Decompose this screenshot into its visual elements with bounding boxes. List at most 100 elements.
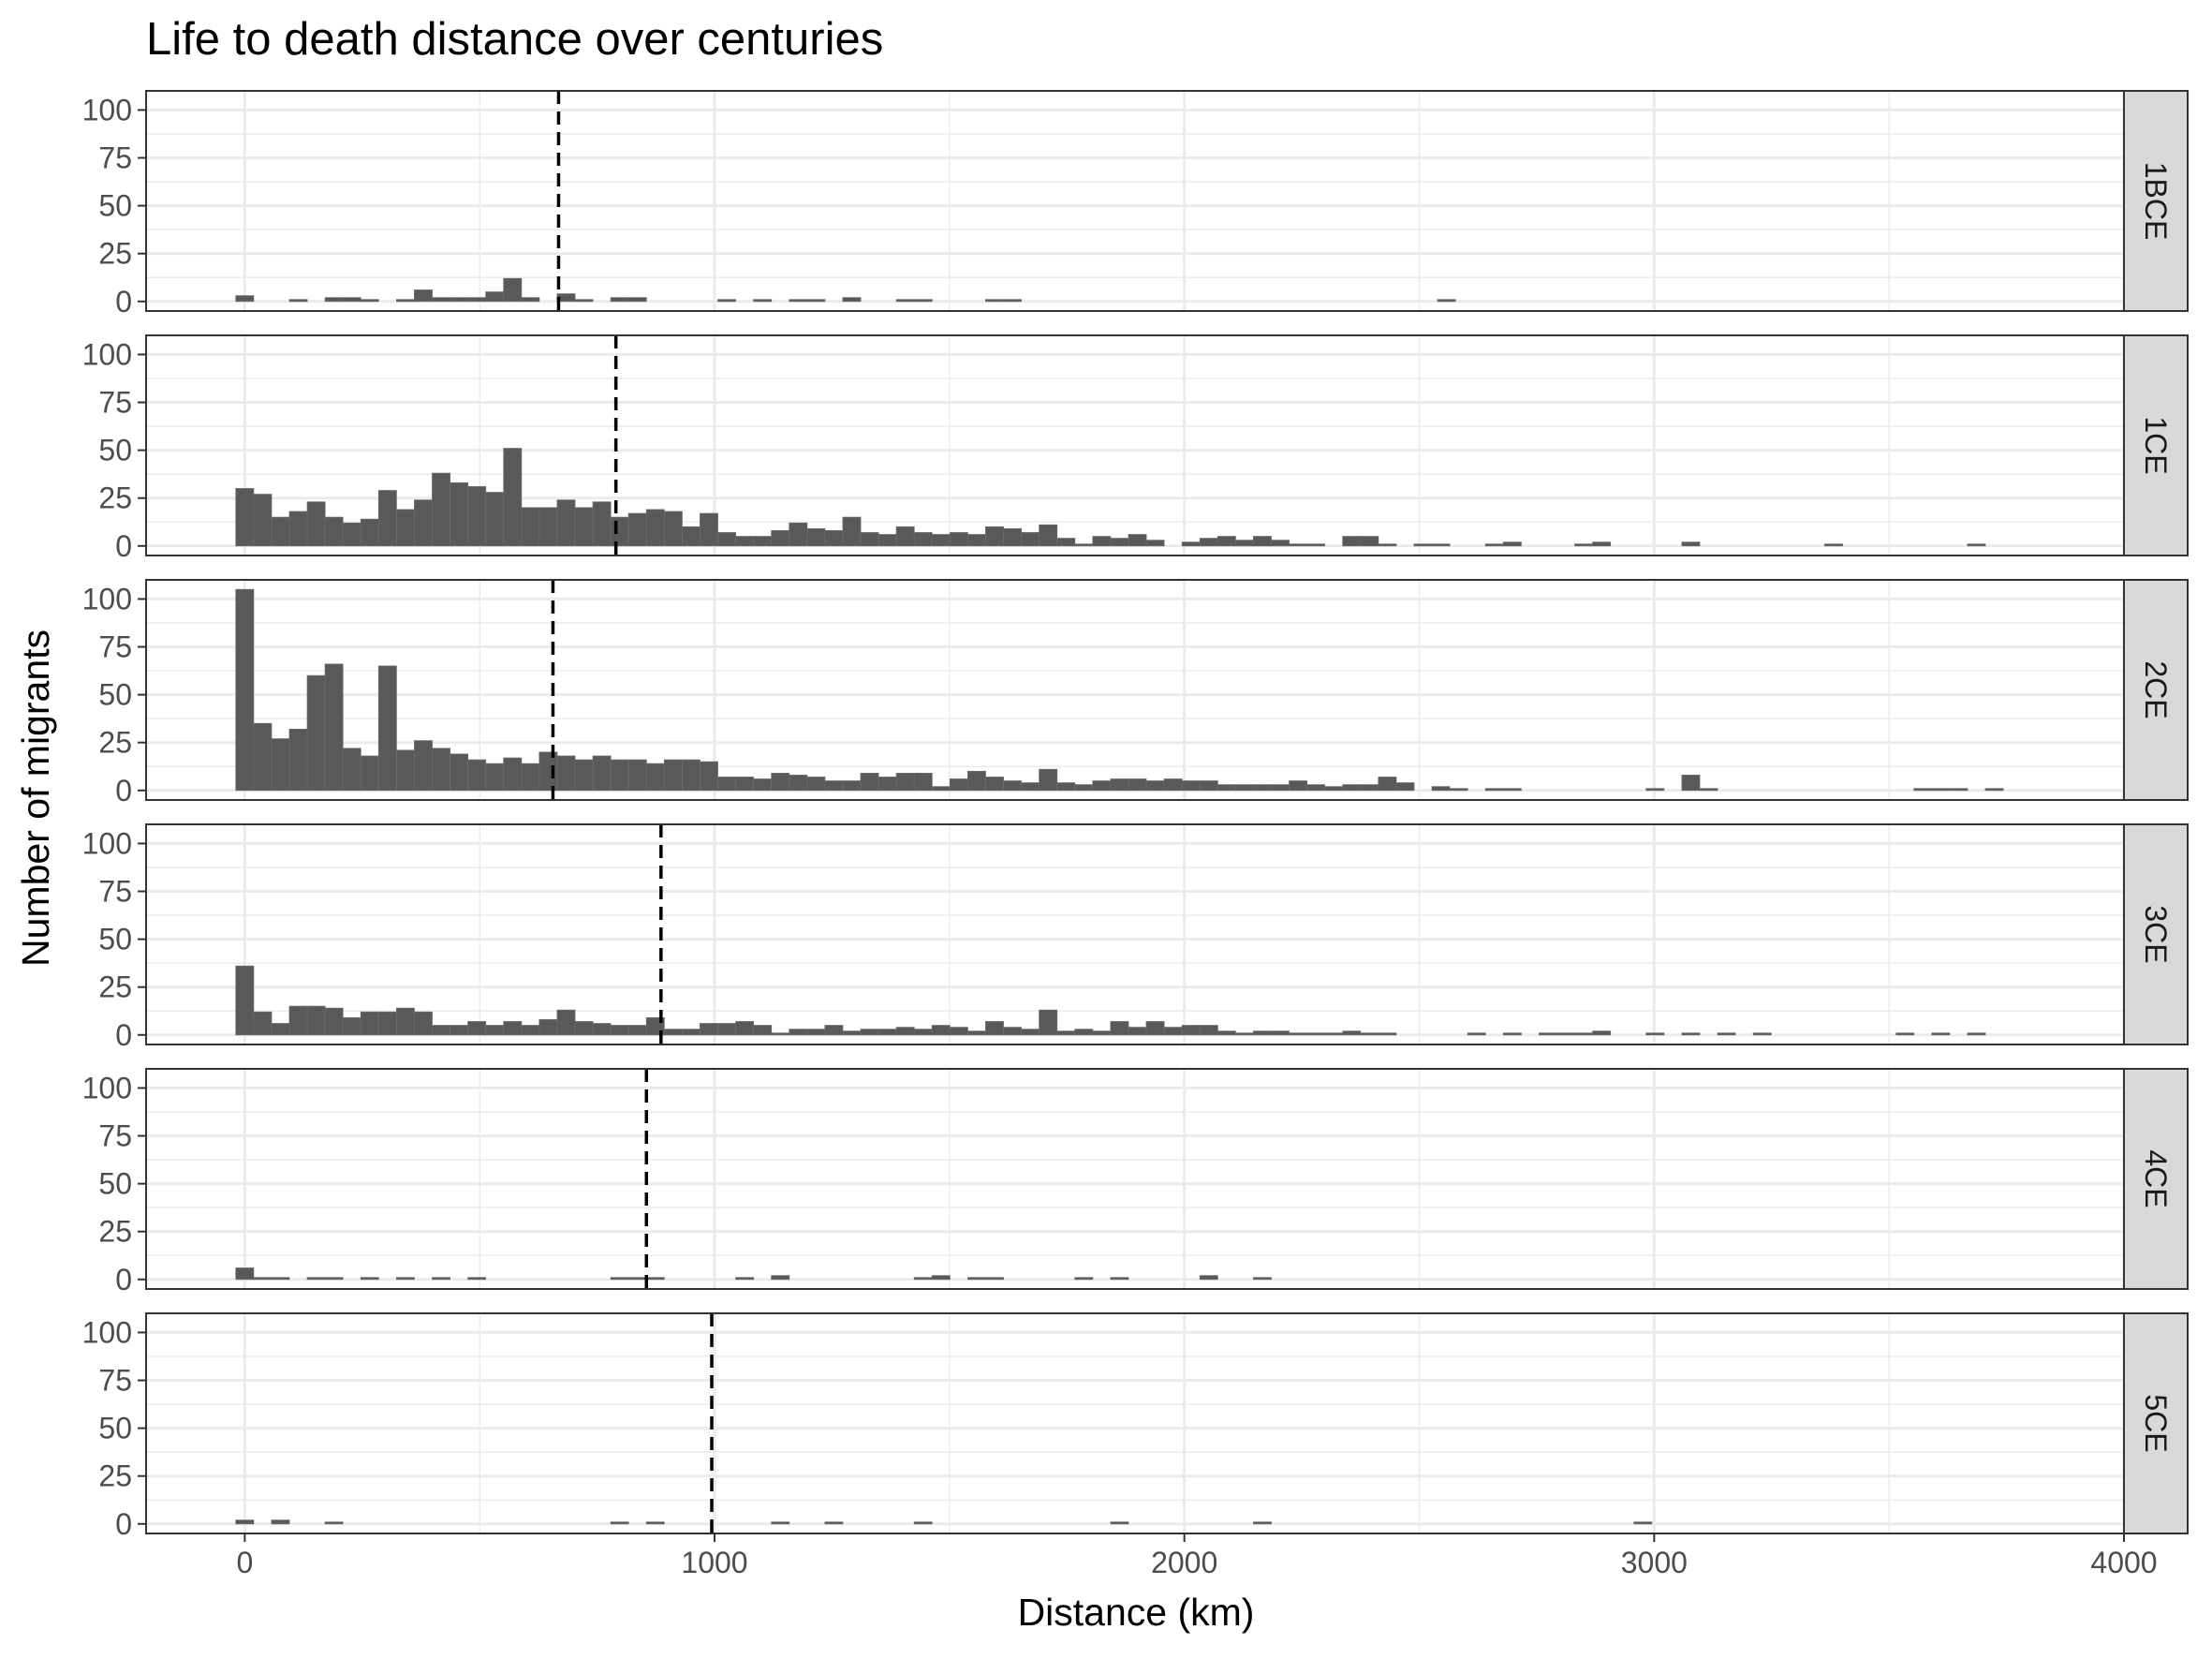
- histogram-bar: [1128, 1027, 1147, 1036]
- panel-background: [146, 1313, 2124, 1533]
- histogram-bar: [967, 1030, 986, 1036]
- histogram-bar: [450, 481, 469, 547]
- histogram-bar: [324, 1007, 344, 1036]
- histogram-bar: [324, 663, 344, 792]
- histogram-bar: [771, 1032, 790, 1036]
- histogram-bar: [1699, 788, 1718, 792]
- histogram-bar: [842, 516, 862, 547]
- histogram-bar: [467, 759, 487, 792]
- histogram-bar: [610, 1025, 629, 1036]
- histogram-bar: [521, 297, 540, 303]
- histogram-bar: [1253, 1030, 1272, 1036]
- histogram-bar: [1752, 1032, 1772, 1036]
- histogram-bar: [1021, 782, 1040, 792]
- panel-background: [146, 1069, 2124, 1289]
- facet-strip: [2123, 1312, 2189, 1534]
- histogram-bar: [1984, 788, 2004, 792]
- histogram-bar: [1039, 768, 1058, 792]
- histogram-bar: [1681, 541, 1701, 547]
- facet-strip: [2123, 90, 2189, 312]
- facet-panel-2ce: 2CE 0 25 50 75 100: [82, 579, 2189, 807]
- histogram-bar: [432, 748, 450, 792]
- panel-grid: [146, 824, 2126, 1044]
- x-axis-title: Distance (km): [1018, 1591, 1255, 1634]
- histogram-bar: [735, 777, 755, 792]
- histogram-bar: [1360, 784, 1379, 792]
- histogram-bar: [306, 501, 326, 547]
- histogram-bar: [627, 512, 647, 547]
- histogram-bar: [1413, 543, 1433, 547]
- facet-strip-label: 1BCE: [2139, 162, 2173, 241]
- histogram-bar: [1824, 543, 1843, 547]
- histogram-bar: [1003, 780, 1022, 792]
- histogram-bar: [842, 297, 862, 303]
- facet-strip: [2123, 823, 2189, 1045]
- histogram-bar: [913, 1277, 933, 1281]
- histogram-bar: [574, 759, 594, 792]
- histogram-bar: [288, 299, 308, 303]
- histogram-bar: [360, 755, 379, 792]
- facet-strip-label: 2CE: [2139, 660, 2173, 718]
- histogram-bar: [235, 488, 255, 547]
- histogram-bar: [931, 534, 951, 547]
- histogram-bar: [789, 522, 808, 547]
- y-tick-label: 0: [115, 1507, 132, 1541]
- histogram-bar: [1342, 536, 1362, 547]
- histogram-bar: [1574, 543, 1594, 547]
- histogram-bar: [824, 1521, 844, 1525]
- histogram-bars: [235, 277, 1456, 303]
- histogram-bar: [681, 1029, 700, 1036]
- histogram-bar: [235, 965, 255, 1036]
- histogram-bars: [235, 588, 2004, 792]
- histogram-bar: [913, 1521, 933, 1525]
- histogram-bar: [1110, 1021, 1129, 1036]
- histogram-bar: [1128, 534, 1147, 547]
- histogram-bar: [467, 1277, 487, 1281]
- y-tick-label: 0: [115, 285, 132, 318]
- histogram-bar: [789, 299, 808, 303]
- histogram-bar: [1645, 1032, 1665, 1036]
- histogram-bar: [521, 1025, 540, 1036]
- histogram-bar: [288, 511, 308, 547]
- histogram-bar: [556, 1009, 576, 1036]
- histogram-bar: [967, 770, 986, 792]
- y-tick-label: 25: [98, 1459, 132, 1493]
- x-tick-label: 2000: [1151, 1546, 1217, 1579]
- histogram-bar: [271, 1277, 290, 1281]
- histogram-bar: [1039, 1009, 1058, 1036]
- facet-panels: 1BCE 0 25 50 75 100 1CE 0 25 50 75 100 2CE 0 25 50 75 100…: [82, 90, 2189, 1541]
- histogram-bar: [1556, 1032, 1575, 1036]
- histogram-bar: [949, 1027, 968, 1036]
- histogram-bar: [806, 527, 826, 547]
- histogram-bar: [1574, 1032, 1594, 1036]
- facet-strip-label: 1CE: [2139, 416, 2173, 474]
- histogram-bar: [860, 1029, 879, 1036]
- histogram-bar: [627, 297, 647, 303]
- histogram-bar: [877, 777, 897, 792]
- histogram-bar: [288, 1005, 308, 1036]
- histogram-bar: [1913, 788, 1933, 792]
- histogram-bar: [1056, 782, 1076, 792]
- y-tick-label: 100: [82, 337, 132, 371]
- histogram-bar: [1181, 541, 1201, 547]
- histogram-bar: [895, 1027, 915, 1036]
- facet-panel-4ce: 4CE 0 25 50 75 100: [82, 1068, 2189, 1296]
- histogram-bar: [789, 775, 808, 792]
- facet-strip: [2123, 579, 2189, 801]
- histogram-bar: [1074, 1029, 1094, 1036]
- histogram-bar: [1199, 538, 1218, 547]
- histogram-bar: [1539, 1032, 1557, 1036]
- facet-strip: [2123, 334, 2189, 556]
- y-axis: 0 25 50 75 100: [82, 93, 146, 318]
- histogram-bar: [360, 518, 379, 547]
- histogram-bar: [1306, 543, 1326, 547]
- histogram-bar: [377, 1011, 397, 1036]
- histogram-bar: [913, 772, 933, 792]
- histogram-bar: [717, 532, 736, 547]
- histogram-bar: [271, 1023, 290, 1036]
- y-tick-label: 0: [115, 1018, 132, 1052]
- histogram-bar: [467, 1021, 487, 1036]
- histogram-bar: [1056, 1030, 1076, 1036]
